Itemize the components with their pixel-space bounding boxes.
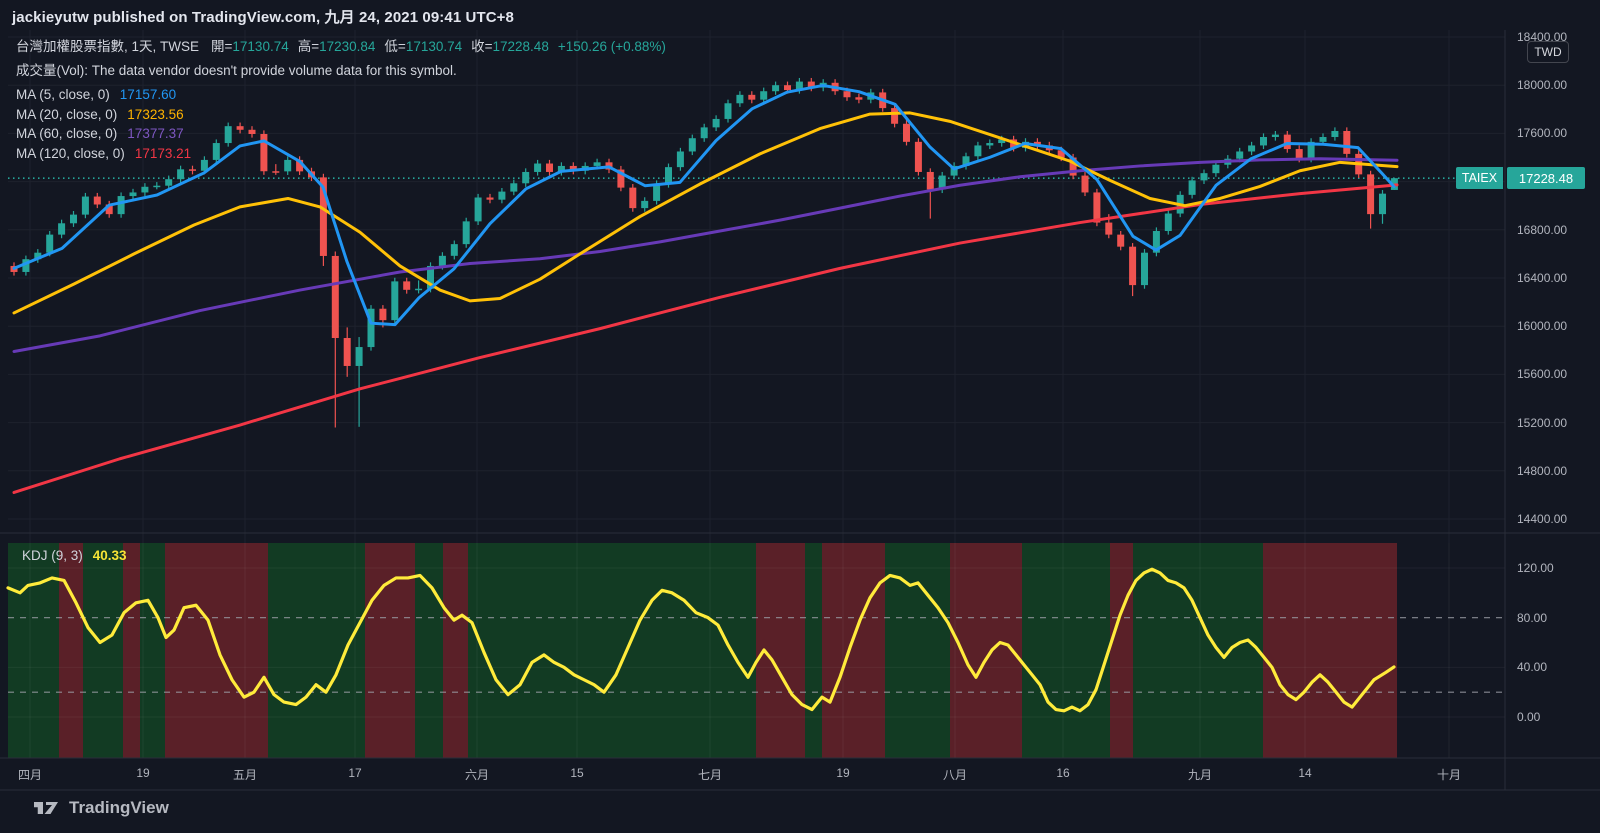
kdj-tick-label: 40.00 xyxy=(1517,660,1548,675)
price-tick-label: 16000.00 xyxy=(1517,319,1568,334)
time-tick-label: 九月 xyxy=(1187,768,1213,782)
ohlc-label: 高= xyxy=(297,39,320,54)
chart-legend: 台灣加權股票指數, 1天, TWSE 開=17130.74 高=17230.84 低=… xyxy=(16,37,675,163)
kdj-background-stripe xyxy=(1022,543,1110,758)
kdj-background-stripe xyxy=(83,543,123,758)
kdj-background-stripe xyxy=(165,543,268,758)
time-tick-label: 五月 xyxy=(232,768,258,782)
time-tick-label: 14 xyxy=(1298,766,1312,780)
ma-value: 17157.60 xyxy=(119,87,177,102)
kdj-background-stripe xyxy=(59,543,83,758)
kdj-background-stripe xyxy=(365,543,415,758)
kdj-background-stripe xyxy=(415,543,443,758)
tradingview-logo[interactable]: TradingView xyxy=(34,798,169,818)
ma-label: MA (5, close, 0) xyxy=(16,87,110,102)
price-tick-label: 15600.00 xyxy=(1517,367,1568,382)
kdj-background-stripe xyxy=(1263,543,1397,758)
ma-label: MA (20, close, 0) xyxy=(16,106,118,122)
ohlc-value: 17130.74 xyxy=(232,39,289,54)
price-tick-label: 14800.00 xyxy=(1517,463,1568,478)
ma-legend-row[interactable]: MA (60, close, 0) 17377.37 xyxy=(16,124,675,144)
tradingview-logo-text: TradingView xyxy=(69,798,169,817)
ma-value: 17323.56 xyxy=(127,106,184,122)
price-tick-label: 15200.00 xyxy=(1517,415,1568,430)
price-tick-label: 14400.00 xyxy=(1517,512,1568,526)
symbol-title: 台灣加權股票指數, 1天, TWSE xyxy=(16,39,200,54)
ma-legend-row[interactable]: MA (5, close, 0) 17157.60 xyxy=(16,85,675,105)
time-tick-label: 19 xyxy=(136,766,150,780)
ma-value: 17173.21 xyxy=(134,145,192,161)
kdj-tick-label: 120.00 xyxy=(1517,560,1554,575)
time-tick-label: 15 xyxy=(570,766,584,780)
kdj-background-stripe xyxy=(468,543,756,758)
ohlc-label: 低= xyxy=(384,39,406,54)
ma-line-ma20 xyxy=(12,111,1399,315)
kdj-background-stripe xyxy=(1110,543,1133,758)
kdj-tick-label: 0.00 xyxy=(1517,710,1541,724)
price-tick-label: 16400.00 xyxy=(1517,271,1568,285)
currency-toggle-button[interactable]: TWD xyxy=(1527,41,1569,63)
change-value: +150.26 (+0.88%) xyxy=(557,39,666,54)
kdj-background-stripe xyxy=(805,543,822,758)
candlestick-series xyxy=(10,77,1398,428)
publisher-attribution: jackieyutw published on TradingView.com,… xyxy=(12,9,514,26)
tradingview-logo-icon xyxy=(34,798,61,818)
kdj-background-stripe xyxy=(443,543,468,758)
ma-label: MA (120, close, 0) xyxy=(16,145,125,161)
time-tick-label: 七月 xyxy=(697,768,723,782)
ohlc-label: 收= xyxy=(471,39,493,54)
ma-label: MA (60, close, 0) xyxy=(16,126,118,141)
ohlc-value: 17230.84 xyxy=(319,39,376,54)
price-tick-label: 18000.00 xyxy=(1517,78,1568,93)
time-tick-label: 十月 xyxy=(1436,768,1462,782)
current-price-label: 17228.48 xyxy=(1507,167,1585,189)
price-tick-label: 16800.00 xyxy=(1517,222,1568,237)
ma-line-ma5 xyxy=(12,83,1396,327)
price-tick-label: 18400.00 xyxy=(1517,30,1568,44)
time-tick-label: 四月 xyxy=(17,768,43,782)
kdj-value: 40.33 xyxy=(92,548,127,563)
kdj-background-stripe xyxy=(140,543,165,758)
ma-value: 17377.37 xyxy=(127,126,184,141)
price-tick-label: 17600.00 xyxy=(1517,126,1568,141)
kdj-background-stripe xyxy=(268,543,365,758)
kdj-background-stripe xyxy=(123,543,140,758)
time-tick-label: 19 xyxy=(836,766,850,780)
kdj-background-stripe xyxy=(1133,543,1263,758)
time-tick-label: 八月 xyxy=(942,768,968,782)
kdj-label: KDJ (9, 3) xyxy=(22,548,83,563)
kdj-background-stripe xyxy=(8,543,59,758)
ma-legend-row[interactable]: MA (20, close, 0) 17323.56 xyxy=(16,105,675,125)
ma-legend-row[interactable]: MA (120, close, 0) 17173.21 xyxy=(16,144,675,164)
ma-line-ma120 xyxy=(12,183,1399,494)
time-tick-label: 17 xyxy=(348,766,362,780)
ohlc-value: 17130.74 xyxy=(405,39,463,54)
kdj-line xyxy=(6,567,1396,713)
ma-line-ma60 xyxy=(12,157,1399,354)
symbol-ohlc-row: 台灣加權股票指數, 1天, TWSE 開=17130.74 高=17230.84 低=… xyxy=(16,37,675,57)
volume-note: 成交量(Vol): The data vendor doesn't provid… xyxy=(16,63,457,78)
time-tick-label: 六月 xyxy=(464,768,490,782)
kdj-legend: KDJ (9, 3) 40.33 xyxy=(22,548,127,563)
symbol-price-tag: TAIEX xyxy=(1456,167,1503,189)
ohlc-label: 開= xyxy=(211,39,233,54)
kdj-background-stripe xyxy=(822,543,885,758)
kdj-tick-label: 80.00 xyxy=(1517,610,1548,625)
ohlc-value: 17228.48 xyxy=(492,39,549,54)
time-tick-label: 16 xyxy=(1056,766,1070,780)
volume-note-row: 成交量(Vol): The data vendor doesn't provid… xyxy=(16,61,675,81)
kdj-background-stripe xyxy=(885,543,950,758)
